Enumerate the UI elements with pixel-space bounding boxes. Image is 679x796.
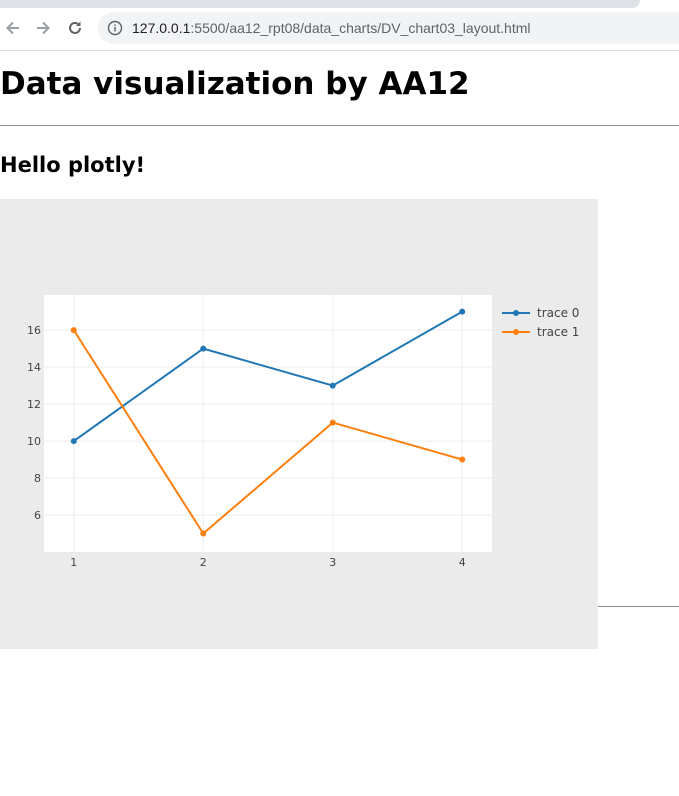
trace-0-point[interactable] [329, 382, 336, 389]
url-host: 127.0.0.1 [132, 20, 191, 36]
url-path: :5500/aa12_rpt08/data_charts/DV_chart03_… [190, 20, 531, 36]
trace-0-line[interactable] [73, 310, 463, 442]
page-title: Data visualization by AA12 [0, 66, 470, 102]
legend-item-trace-0[interactable]: trace 0 [502, 306, 579, 320]
x-tick-label: 1 [70, 556, 77, 569]
x-tick-label: 3 [329, 556, 336, 569]
site-info-icon[interactable] [107, 20, 123, 36]
tab-strip [0, 0, 640, 8]
trace-0-point[interactable] [200, 345, 207, 352]
page-subtitle: Hello plotly! [0, 153, 146, 177]
legend-swatch-marker [513, 329, 519, 335]
legend-item-trace-1[interactable]: trace 1 [502, 325, 579, 339]
plotly-chart[interactable]: 1 2 3 4 6 8 10 12 14 16 trace 0 trace 1 [0, 199, 598, 649]
legend-label: trace 1 [537, 325, 579, 339]
y-tick-label: 10 [27, 435, 41, 448]
x-tick-label: 2 [200, 556, 207, 569]
toolbar-divider [0, 50, 679, 51]
x-tick-label: 4 [459, 556, 466, 569]
y-tick-label: 8 [34, 472, 41, 485]
trace-0-point[interactable] [70, 438, 77, 445]
trace-1-point[interactable] [329, 419, 336, 426]
horizontal-rule [0, 125, 679, 126]
trace-1-point[interactable] [459, 456, 466, 463]
y-tick-label: 12 [27, 398, 41, 411]
legend-swatch-marker [513, 310, 519, 316]
trace-1-point[interactable] [70, 327, 77, 334]
traces[interactable] [70, 308, 466, 537]
trace-1-point[interactable] [200, 530, 207, 537]
y-tick-label: 16 [27, 324, 41, 337]
reload-icon[interactable] [63, 16, 87, 40]
forward-arrow-icon[interactable] [31, 16, 55, 40]
trace-0-point[interactable] [459, 308, 466, 315]
horizontal-rule-bottom [598, 606, 679, 607]
address-bar[interactable]: 127.0.0.1:5500/aa12_rpt08/data_charts/DV… [98, 12, 679, 44]
y-tick-label: 6 [34, 509, 41, 522]
legend[interactable]: trace 0 trace 1 [502, 306, 579, 339]
legend-label: trace 0 [537, 306, 579, 320]
trace-1-line[interactable] [72, 329, 463, 536]
browser-toolbar: 127.0.0.1:5500/aa12_rpt08/data_charts/DV… [0, 8, 679, 50]
url-text[interactable]: 127.0.0.1:5500/aa12_rpt08/data_charts/DV… [132, 20, 531, 36]
y-tick-label: 14 [27, 361, 41, 374]
back-arrow-icon[interactable] [1, 16, 25, 40]
